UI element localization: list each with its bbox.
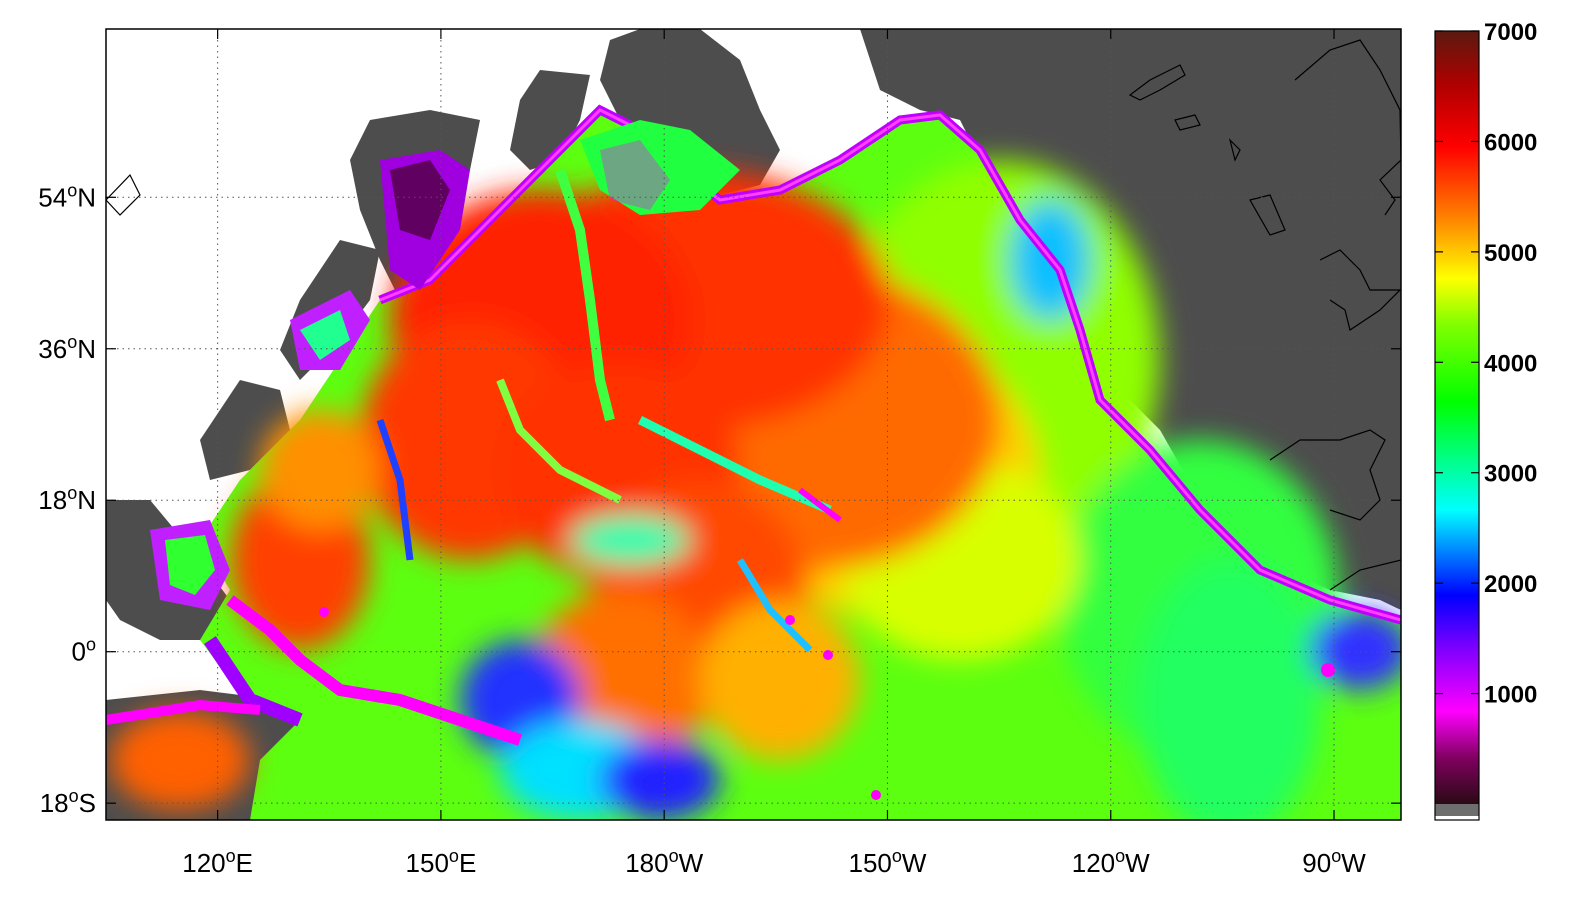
x-tick-hemisphere: E bbox=[459, 848, 476, 878]
degree-symbol: o bbox=[1115, 846, 1125, 866]
longitude-axis: 120oE 150oE 180oW 150oW 120oW 90oW bbox=[182, 29, 1366, 878]
coastlines bbox=[106, 39, 1401, 591]
y-tick-hemisphere: N bbox=[77, 485, 96, 515]
y-tick-label: 18oS bbox=[40, 786, 96, 818]
x-tick-hemisphere: W bbox=[1341, 848, 1366, 878]
degree-symbol: o bbox=[67, 180, 77, 200]
x-tick-degree: 90 bbox=[1302, 848, 1331, 878]
y-tick-hemisphere: N bbox=[77, 182, 96, 212]
x-tick-label: 150oW bbox=[848, 846, 926, 878]
y-tick-degree: 54 bbox=[38, 182, 67, 212]
x-tick-degree: 180 bbox=[625, 848, 668, 878]
colorbar-tick-label: 7000 bbox=[1484, 19, 1537, 46]
x-tick-degree: 120 bbox=[1072, 848, 1115, 878]
map-frame bbox=[105, 28, 1402, 821]
colorbar-tick-label: 4000 bbox=[1484, 350, 1537, 377]
x-tick-hemisphere: E bbox=[236, 848, 253, 878]
colorbar-tick-label: 5000 bbox=[1484, 240, 1537, 267]
x-tick-label: 180oW bbox=[625, 846, 703, 878]
degree-symbol: o bbox=[67, 332, 77, 352]
y-tick-label: 0o bbox=[72, 635, 96, 667]
colorbar-tick-label: 2000 bbox=[1484, 571, 1537, 598]
y-tick-degree: 36 bbox=[38, 334, 67, 364]
y-tick-label: 36oN bbox=[38, 332, 96, 364]
x-tick-label: 120oW bbox=[1072, 846, 1150, 878]
y-tick-label: 18oN bbox=[38, 483, 96, 515]
colorbar-gradient bbox=[1435, 31, 1479, 804]
ocean-depth-field bbox=[106, 104, 1401, 820]
degree-symbol: o bbox=[86, 635, 96, 655]
degree-symbol: o bbox=[69, 786, 79, 806]
colorbar-frame bbox=[1434, 30, 1480, 821]
colorbar-tick-label: 3000 bbox=[1484, 461, 1537, 488]
y-tick-degree: 18 bbox=[40, 788, 69, 818]
x-tick-hemisphere: W bbox=[1125, 848, 1150, 878]
x-tick-label: 120oE bbox=[182, 846, 253, 878]
degree-symbol: o bbox=[1331, 846, 1341, 866]
y-tick-degree: 18 bbox=[38, 485, 67, 515]
degree-symbol: o bbox=[67, 483, 77, 503]
x-tick-hemisphere: W bbox=[679, 848, 704, 878]
x-tick-degree: 150 bbox=[406, 848, 449, 878]
degree-symbol: o bbox=[226, 846, 236, 866]
colorbar: 7000 6000 5000 4000 3000 2000 1000 bbox=[1434, 19, 1537, 821]
y-tick-hemisphere: S bbox=[79, 788, 96, 818]
y-tick-degree: 0 bbox=[72, 637, 86, 667]
x-tick-degree: 120 bbox=[182, 848, 225, 878]
y-tick-label: 54oN bbox=[38, 180, 96, 212]
x-tick-label: 90oW bbox=[1302, 846, 1366, 878]
degree-symbol: o bbox=[892, 846, 902, 866]
x-tick-label: 150oE bbox=[406, 846, 477, 878]
degree-symbol: o bbox=[669, 846, 679, 866]
x-tick-degree: 150 bbox=[848, 848, 891, 878]
degree-symbol: o bbox=[449, 846, 459, 866]
colorbar-tick-label: 1000 bbox=[1484, 682, 1537, 709]
graticule-grid bbox=[106, 29, 1401, 820]
x-tick-hemisphere: W bbox=[902, 848, 927, 878]
y-tick-hemisphere: N bbox=[77, 334, 96, 364]
colorbar-land-swatch bbox=[1435, 804, 1479, 816]
colorbar-tick-label: 6000 bbox=[1484, 129, 1537, 156]
